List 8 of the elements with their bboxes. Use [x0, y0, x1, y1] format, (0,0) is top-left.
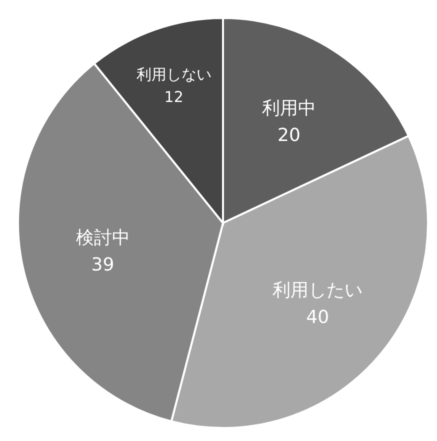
- data-label: 20: [278, 124, 300, 146]
- data-label: 12: [164, 88, 184, 106]
- slice-label: 利用中: [262, 98, 316, 119]
- slice-label: 利用しない: [136, 65, 212, 84]
- data-label: 40: [306, 307, 330, 328]
- slice-label: 利用したい: [272, 280, 363, 302]
- slice-label: 検討中: [76, 228, 130, 249]
- data-label: 39: [91, 254, 114, 276]
